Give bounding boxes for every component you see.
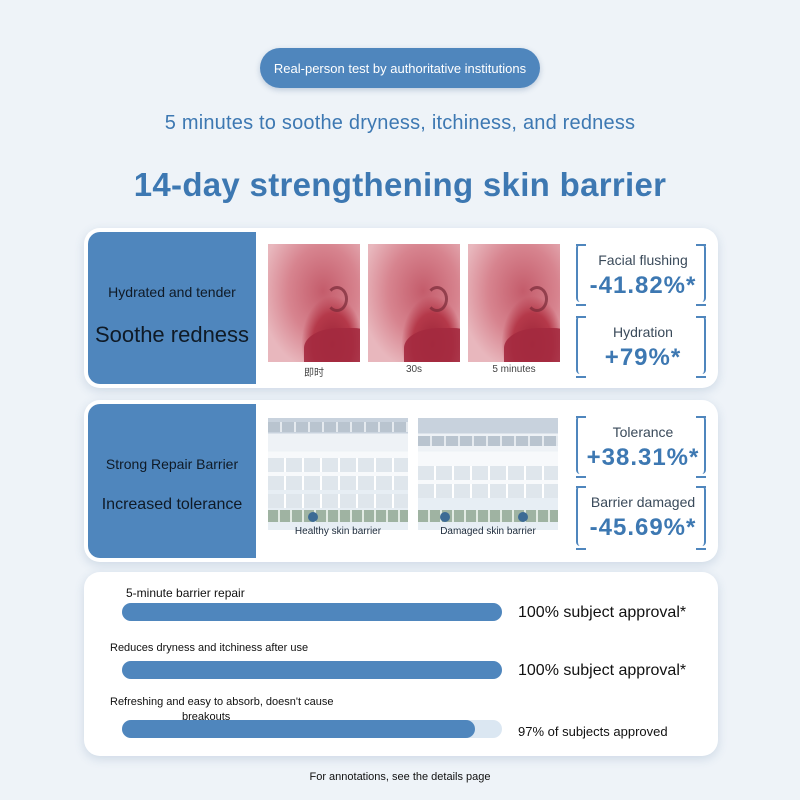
stat-tolerance: Tolerance +38.31%* [576, 416, 706, 478]
skin-photo-5min [468, 244, 560, 362]
soothe-redness-panel: Hydrated and tender Soothe redness [88, 232, 256, 384]
bar-label: 5-minute barrier repair [126, 586, 245, 600]
headline: 14-day strengthening skin barrier [133, 166, 667, 203]
bar-result: 100% subject approval* [518, 662, 687, 679]
stat-label: Facial flushing [598, 252, 688, 268]
photo-caption: 即时 [304, 368, 324, 379]
stat-value: -41.82%* [589, 272, 697, 299]
stat-label: Hydration [613, 324, 673, 340]
bar-label: Refreshing and easy to absorb, doesn't c… [110, 696, 334, 708]
stat-facial-flushing: Facial flushing -41.82%* [576, 244, 706, 306]
approval-bar [122, 603, 502, 621]
diagram-caption: Healthy skin barrier [294, 526, 382, 537]
approval-bar [122, 720, 502, 738]
healthy-barrier-diagram [268, 418, 408, 530]
stat-hydration: Hydration +79%* [576, 316, 706, 378]
panel-subtitle: Strong Repair Barrier [105, 456, 239, 472]
stat-value: -45.69%* [589, 514, 697, 541]
footnote: For annotations, see the details page [309, 771, 491, 783]
panel-title: Soothe redness [94, 322, 250, 347]
diagram-caption: Damaged skin barrier [440, 526, 536, 537]
stat-label: Barrier damaged [590, 494, 696, 510]
skin-photo-30s [368, 244, 460, 362]
panel-title: Increased tolerance [101, 496, 243, 513]
stat-value: +38.31%* [586, 444, 700, 471]
approval-bar-fill [122, 603, 502, 621]
stat-barrier-damaged: Barrier damaged -45.69%* [576, 486, 706, 550]
panel-subtitle: Hydrated and tender [108, 284, 236, 300]
test-badge-label: Real-person test by authoritative instit… [273, 60, 527, 76]
subtitle: 5 minutes to soothe dryness, itchiness, … [164, 112, 636, 134]
repair-barrier-card: Strong Repair Barrier Increased toleranc… [84, 400, 718, 562]
bar-result: 97% of subjects approved [518, 724, 668, 739]
skin-photo-instant [268, 244, 360, 362]
photo-caption: 5 minutes [492, 364, 536, 375]
damaged-barrier-diagram [418, 418, 558, 530]
bar-result: 100% subject approval* [518, 604, 687, 621]
repair-barrier-panel: Strong Repair Barrier Increased toleranc… [88, 404, 256, 558]
bar-label: Reduces dryness and itchiness after use [110, 642, 309, 654]
photo-caption: 30s [405, 364, 423, 375]
stat-label: Tolerance [612, 424, 674, 440]
approval-bar-fill [122, 720, 476, 738]
soothe-redness-card: Hydrated and tender Soothe redness 即时 30… [84, 228, 718, 388]
test-badge: Real-person test by authoritative instit… [260, 48, 540, 88]
approval-bar-fill [122, 661, 502, 679]
stat-value: +79%* [604, 344, 682, 371]
approval-card: 5-minute barrier repair 100% subject app… [84, 572, 718, 756]
approval-bar [122, 661, 502, 679]
